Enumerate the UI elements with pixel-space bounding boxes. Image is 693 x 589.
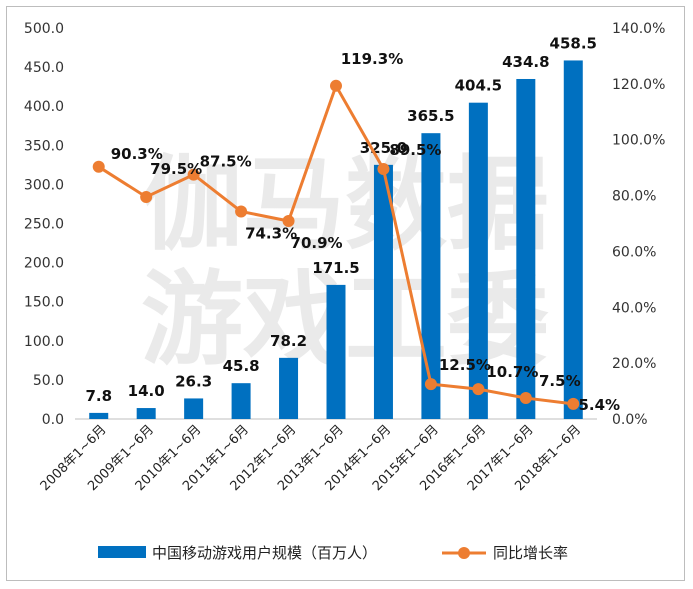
right-tick-label: 0.0% — [612, 412, 648, 428]
bar-value-label: 26.3 — [175, 372, 212, 390]
rate-value-label: 79.5% — [150, 160, 202, 178]
rate-value-label: 70.9% — [291, 234, 343, 252]
growth-marker — [92, 160, 105, 173]
category-axis: 2008年1~6月2009年1~6月2010年1~6月2011年1~6月2012… — [38, 422, 584, 494]
rate-value-label: 90.3% — [111, 145, 163, 163]
rate-value-label: 89.5% — [389, 141, 441, 159]
bar — [516, 78, 536, 420]
rate-value-label: 5.4% — [578, 396, 620, 414]
bar-value-label: 404.5 — [455, 77, 502, 95]
left-tick-label: 300.0 — [24, 177, 64, 193]
bar-value-label: 14.0 — [128, 382, 165, 400]
bar-value-label: 434.8 — [502, 53, 549, 71]
growth-marker — [424, 378, 437, 391]
bar — [136, 408, 156, 419]
rate-value-label: 7.5% — [539, 372, 581, 390]
legend-bar-swatch — [98, 546, 146, 558]
left-tick-label: 500.0 — [24, 21, 64, 37]
growth-marker — [519, 392, 532, 405]
growth-marker — [472, 383, 485, 396]
legend-line-label: 同比增长率 — [493, 544, 568, 562]
right-tick-label: 60.0% — [612, 244, 656, 260]
bar-value-label: 325.0 — [360, 139, 407, 157]
bar — [231, 383, 251, 419]
bar — [184, 398, 204, 419]
rate-value-label: 74.3% — [245, 224, 297, 242]
left-tick-label: 0.0 — [42, 412, 64, 428]
right-tick-label: 80.0% — [612, 189, 656, 205]
rate-value-label: 12.5% — [439, 356, 491, 374]
right-axis: 0.0% 20.0% 40.0% 60.0% 80.0% 100.0% 120.0% 140.… — [612, 21, 665, 428]
right-tick-label: 20.0% — [612, 356, 656, 372]
bar — [279, 357, 299, 419]
growth-marker — [235, 205, 248, 218]
legend-line-marker — [458, 547, 470, 559]
left-tick-label: 150.0 — [24, 295, 64, 311]
left-tick-label: 250.0 — [24, 217, 64, 233]
right-tick-label: 100.0% — [612, 133, 665, 149]
right-tick-label: 140.0% — [612, 21, 665, 37]
growth-marker — [187, 168, 200, 181]
bar — [421, 133, 441, 419]
rate-value-label: 87.5% — [200, 153, 252, 171]
legend-bar-label: 中国移动游戏用户规模（百万人） — [152, 544, 377, 562]
rate-value-label: 119.3% — [341, 50, 403, 68]
bar — [89, 412, 109, 419]
right-tick-label: 40.0% — [612, 300, 656, 316]
left-tick-label: 100.0 — [24, 334, 64, 350]
growth-marker — [330, 79, 342, 92]
left-tick-label: 200.0 — [24, 256, 64, 272]
line-series: 90.3%79.5%87.5% 74.3%70.9% 119.3% 89.5% 12.5… — [92, 50, 620, 414]
growth-marker — [282, 214, 295, 227]
legend: 中国移动游戏用户规模（百万人） 同比增长率 — [98, 544, 568, 562]
bar — [468, 102, 488, 419]
left-tick-label: 350.0 — [24, 138, 64, 154]
bar — [563, 60, 583, 419]
rate-value-label: 10.7% — [486, 363, 538, 381]
left-axis: 0.0 50.0 100.0 150.0 200.0 250.0 300.0 350.0 400… — [24, 21, 597, 428]
bar-value-label: 458.5 — [550, 34, 597, 52]
bar-value-label: 171.5 — [312, 259, 359, 277]
left-tick-label: 50.0 — [33, 373, 64, 389]
left-tick-label: 400.0 — [24, 99, 64, 115]
right-tick-label: 120.0% — [612, 77, 665, 93]
bar-value-label: 7.8 — [85, 387, 112, 405]
growth-marker — [567, 397, 580, 410]
growth-marker — [140, 190, 153, 203]
bar — [326, 284, 346, 419]
bar-value-label: 365.5 — [407, 107, 454, 125]
bar-series: 7.8 14.026.345.878.2171.5325.0365.5404.54… — [85, 34, 597, 420]
growth-marker — [377, 163, 390, 176]
bar-value-label: 45.8 — [223, 357, 260, 375]
left-tick-label: 450.0 — [24, 60, 64, 76]
bar — [373, 164, 393, 419]
bar-value-label: 78.2 — [270, 332, 307, 350]
